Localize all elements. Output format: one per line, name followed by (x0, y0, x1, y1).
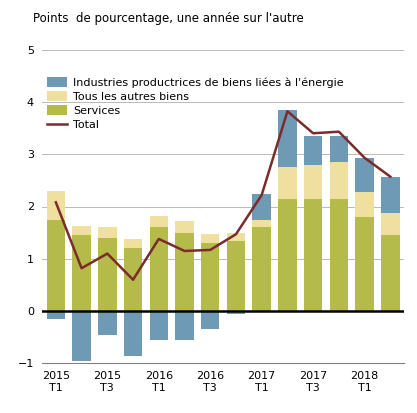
Legend: Industries productrices de biens liées à l'énergie, Tous les autres biens, Servi: Industries productrices de biens liées à… (47, 77, 344, 130)
Bar (227, 233, 245, 240)
Bar (47, 220, 65, 311)
Bar (175, 221, 194, 233)
Bar (72, 235, 91, 311)
Bar (201, 234, 219, 243)
Bar (98, 311, 117, 335)
Bar (355, 192, 374, 217)
Bar (227, 311, 245, 314)
Bar (304, 165, 322, 199)
Bar (175, 311, 194, 340)
Bar (252, 220, 271, 228)
Bar (72, 226, 91, 235)
Bar (150, 228, 168, 311)
Bar (150, 216, 168, 228)
Bar (124, 239, 142, 248)
Bar (252, 228, 271, 311)
Bar (329, 199, 348, 311)
Bar (381, 177, 399, 213)
Bar (304, 136, 322, 165)
Bar (124, 248, 142, 311)
Bar (278, 110, 296, 167)
Bar (98, 238, 117, 311)
Bar (47, 311, 65, 319)
Bar (150, 311, 168, 340)
Bar (175, 233, 194, 311)
Bar (72, 311, 91, 361)
Bar (201, 243, 219, 311)
Bar (201, 311, 219, 330)
Bar (329, 136, 348, 162)
Bar (329, 162, 348, 199)
Text: Points  de pourcentage, une année sur l'autre: Points de pourcentage, une année sur l'a… (33, 12, 304, 25)
Bar (124, 311, 142, 356)
Bar (227, 240, 245, 311)
Bar (381, 213, 399, 235)
Bar (304, 199, 322, 311)
Bar (355, 158, 374, 192)
Bar (381, 235, 399, 311)
Bar (252, 195, 271, 220)
Bar (98, 228, 117, 238)
Bar (278, 199, 296, 311)
Bar (278, 167, 296, 199)
Bar (355, 217, 374, 311)
Bar (47, 191, 65, 220)
